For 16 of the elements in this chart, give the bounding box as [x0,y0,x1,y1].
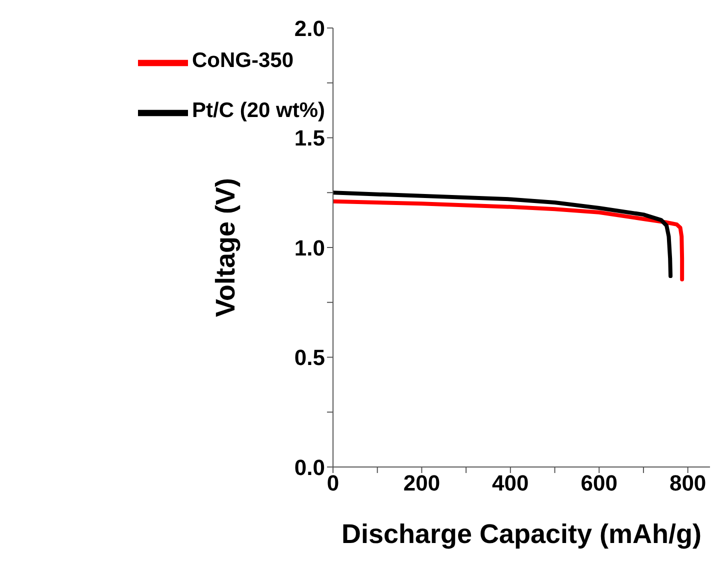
y-tick-label: 2.0 [294,16,326,41]
y-axis-title: Voltage (V) [210,178,241,318]
line-series [333,190,673,278]
line-series [333,199,684,282]
legend-label: Pt/C (20 wt%) [192,99,326,122]
y-tick-label: 1.0 [294,235,326,260]
y-tick-label: 0.0 [294,454,326,480]
legend-label: CoNG-350 [192,49,294,72]
x-tick-label: 200 [403,470,440,496]
x-tick-label: 0 [326,470,340,496]
y-tick-label: 1.5 [294,126,326,151]
x-tick-label: 800 [669,470,706,496]
x-tick-label: 400 [492,470,529,496]
x-axis-title: Discharge Capacity (mAh/g) [341,519,702,549]
y-tick-label: 0.5 [294,345,326,370]
x-tick-label: 600 [580,470,618,496]
